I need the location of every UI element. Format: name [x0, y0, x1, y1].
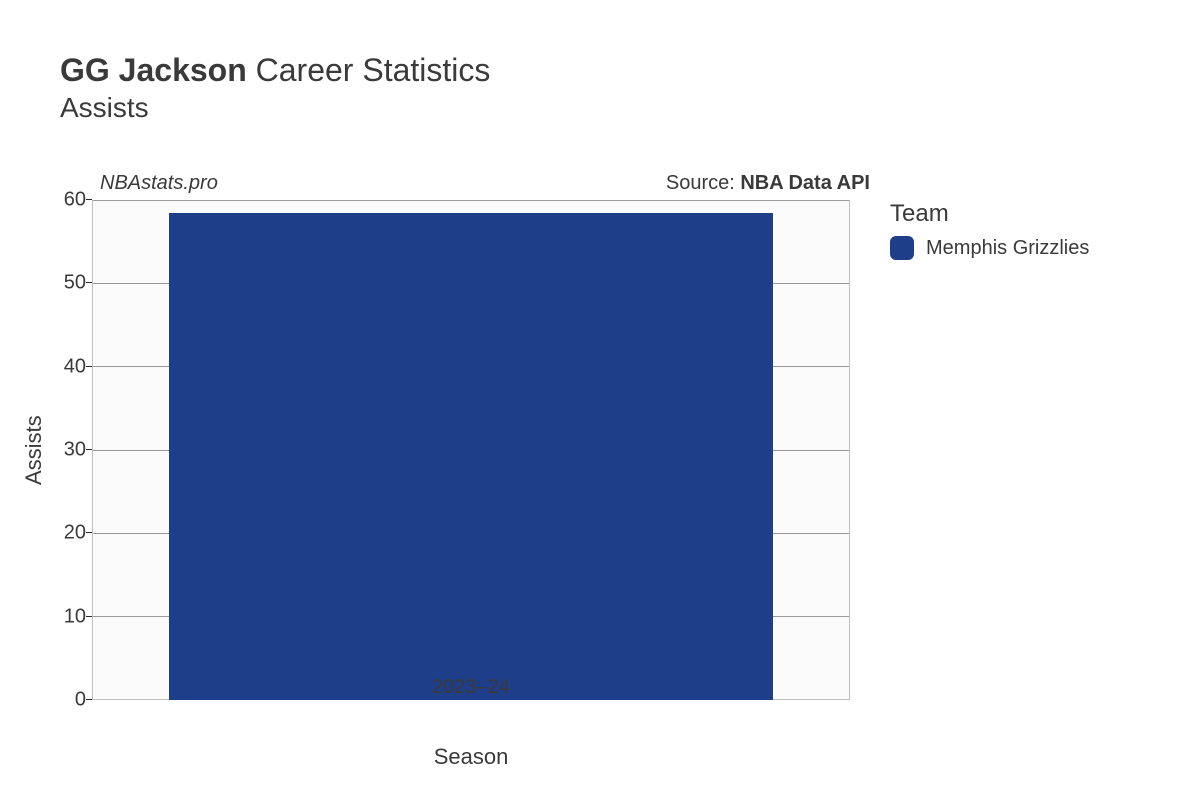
y-tick-label: 60 — [48, 189, 86, 212]
meta-row: NBAstats.pro Source: NBA Data API — [100, 172, 870, 195]
title-suffix: Career Statistics — [256, 52, 491, 88]
x-axis-ticks: 2023–24 — [92, 676, 850, 702]
y-tick-label: 50 — [48, 272, 86, 295]
x-axis-label: Season — [92, 744, 850, 770]
player-name: GG Jackson — [60, 52, 247, 88]
legend-swatch — [890, 236, 914, 260]
y-axis-ticks: 0102030405060 — [48, 200, 92, 700]
x-axis: 2023–24 Season — [92, 676, 850, 770]
chart-subtitle: Assists — [60, 92, 1160, 124]
chart-container: GG Jackson Career Statistics Assists NBA… — [0, 0, 1200, 800]
y-tick-label: 40 — [48, 355, 86, 378]
plot-row: Assists 0102030405060 Team Memphis Grizz… — [20, 200, 1160, 700]
gridline — [93, 200, 849, 201]
y-tick-label: 20 — [48, 522, 86, 545]
legend-item: Memphis Grizzlies — [890, 236, 1160, 260]
legend: Team Memphis Grizzlies — [870, 200, 1160, 700]
legend-label: Memphis Grizzlies — [926, 237, 1089, 260]
x-tick-label: 2023–24 — [432, 676, 510, 699]
title-block: GG Jackson Career Statistics Assists — [60, 50, 1160, 124]
legend-title: Team — [890, 200, 1160, 228]
plot-area — [92, 200, 850, 700]
source-prefix: Source: — [666, 172, 740, 194]
legend-items: Memphis Grizzlies — [890, 236, 1160, 260]
y-tick-label: 10 — [48, 605, 86, 628]
y-tick-label: 0 — [48, 689, 86, 712]
y-tick-label: 30 — [48, 439, 86, 462]
source-name: NBA Data API — [740, 172, 870, 194]
chart-title: GG Jackson Career Statistics — [60, 50, 1160, 90]
y-axis-label: Assists — [20, 200, 48, 700]
watermark: NBAstats.pro — [100, 172, 218, 195]
source-line: Source: NBA Data API — [666, 172, 870, 195]
bar — [169, 213, 774, 700]
